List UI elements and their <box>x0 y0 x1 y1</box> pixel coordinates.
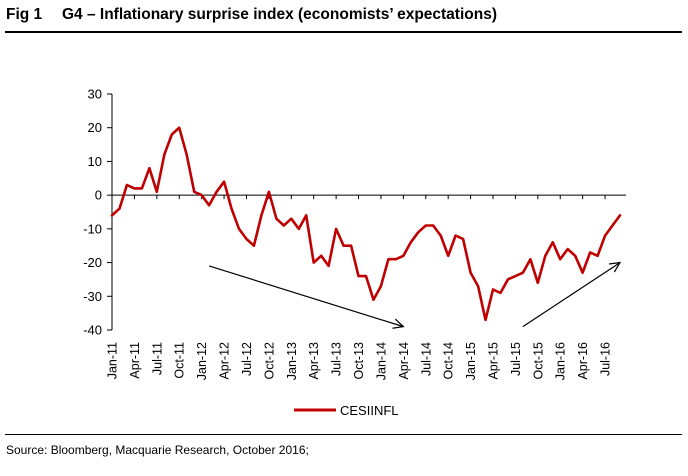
x-tick-label: Jul-14 <box>419 342 433 376</box>
y-tick-label: -30 <box>83 289 102 304</box>
x-tick-label: Oct-15 <box>531 342 545 380</box>
figure-number: Fig 1 <box>6 6 43 23</box>
source-note: Source: Bloomberg, Macquarie Research, O… <box>6 443 309 457</box>
x-tick-label: Jul-11 <box>150 342 164 375</box>
header-rule <box>5 31 682 33</box>
legend-label: CESIINFL <box>340 403 399 418</box>
x-tick-label: Apr-16 <box>576 342 590 380</box>
x-tick-label: Oct-14 <box>442 342 456 380</box>
y-tick-label: -40 <box>83 323 102 338</box>
y-tick-label: 20 <box>88 120 102 135</box>
x-tick-label: Apr-12 <box>218 342 232 380</box>
y-tick-label: -10 <box>83 221 102 236</box>
trend-arrow-head <box>392 318 405 329</box>
series-layer <box>110 126 622 322</box>
x-tick-label: Apr-13 <box>307 342 321 380</box>
x-tick-label: Apr-11 <box>128 342 142 379</box>
x-tick-label: Apr-14 <box>397 342 411 380</box>
x-tick-label: Oct-13 <box>352 342 366 380</box>
x-tick-label: Jul-16 <box>599 342 613 376</box>
y-axis: 30 20 10 0 -10 -20 -30 -40 <box>83 87 113 338</box>
x-tick-label: Jan-12 <box>195 342 209 380</box>
y-tick-label: -20 <box>83 255 102 270</box>
trend-arrow <box>208 265 404 328</box>
trend-arrow <box>522 262 621 328</box>
x-tick-label: Jan-14 <box>374 342 388 380</box>
y-tick-label: 10 <box>88 154 102 169</box>
trend-arrow-head <box>609 261 622 273</box>
x-axis: Jan-11 Apr-11 Jul-11 Oct-11 Jan-12 Apr-12 Jul-… <box>106 194 626 380</box>
x-tick-label: Oct-12 <box>262 342 276 380</box>
x-tick-label: Jan-15 <box>464 342 478 380</box>
x-tick-label: Jan-11 <box>106 342 120 379</box>
x-tick-label: Oct-11 <box>173 342 187 379</box>
x-tick-label: Jul-12 <box>240 342 254 376</box>
x-tick-label: Jul-13 <box>330 342 344 376</box>
y-tick-label: 30 <box>88 87 102 102</box>
x-tick-label: Jul-15 <box>509 342 523 376</box>
source-rule <box>5 434 682 435</box>
legend: CESIINFL <box>294 403 399 418</box>
y-tick-label: 0 <box>95 188 102 203</box>
x-tick-label: Apr-15 <box>487 342 501 380</box>
x-tick-label: Jan-13 <box>285 342 299 380</box>
x-tick-label: Jan-16 <box>554 342 568 380</box>
figure-title: G4 – Inflationary surprise index (econom… <box>62 6 497 23</box>
annotation-layer <box>208 261 622 329</box>
series-line-cesiinfl <box>110 126 622 322</box>
figure-header: Fig 1 G4 – Inflationary surprise index (e… <box>6 6 497 24</box>
